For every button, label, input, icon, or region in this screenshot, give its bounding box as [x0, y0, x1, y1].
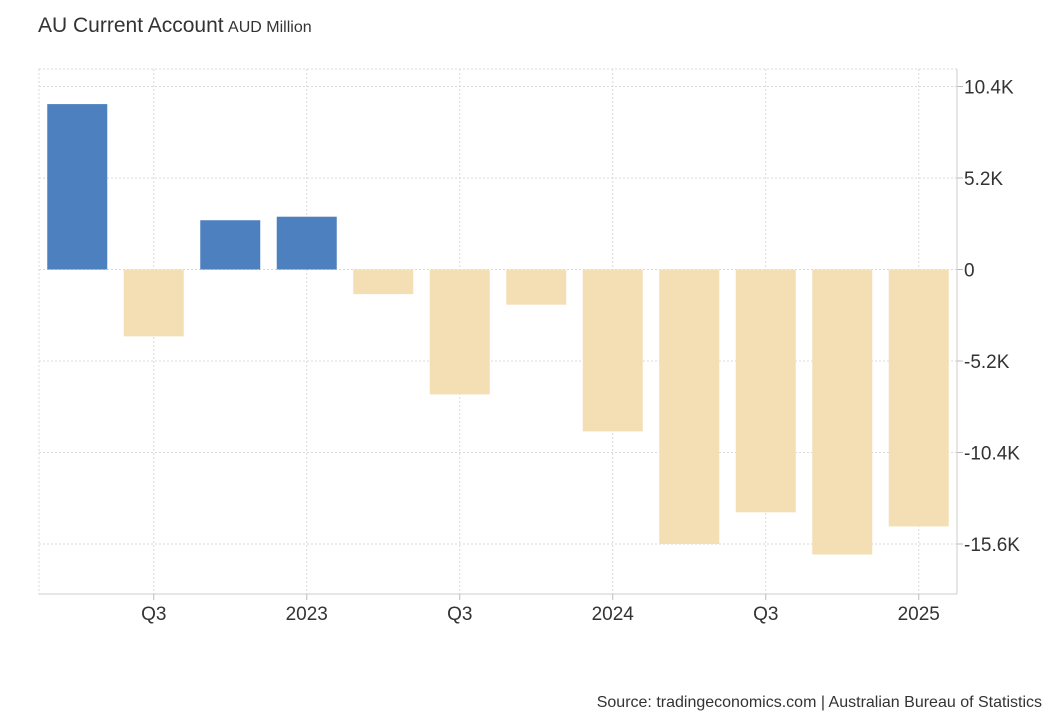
chart-subtitle: AUD Million [228, 19, 312, 36]
x-tick-label: Q3 [141, 604, 166, 625]
y-tick-label: -5.2K [964, 352, 1010, 373]
y-tick-label: -10.4K [964, 444, 1020, 465]
y-tick-label: -15.6K [964, 535, 1020, 556]
x-tick-label: 2024 [592, 604, 635, 625]
bar [888, 269, 949, 527]
x-tick-label: Q3 [447, 604, 472, 625]
x-tick-label: Q3 [753, 604, 778, 625]
y-tick-label: 0 [964, 261, 975, 282]
x-tick-label: 2025 [898, 604, 940, 625]
bar [735, 269, 796, 513]
chart-title: AU Current Account [38, 14, 224, 37]
bar [429, 269, 490, 395]
bar [276, 216, 337, 270]
bar [47, 104, 108, 270]
x-tick-label: 2023 [286, 604, 328, 625]
source-note: Source: tradingeconomics.com | Australia… [596, 694, 1042, 711]
bar [812, 269, 873, 555]
bar [506, 269, 567, 305]
y-tick-label: 10.4K [964, 78, 1014, 99]
bar [659, 269, 720, 544]
bar [353, 269, 414, 295]
bar [200, 220, 261, 270]
bar [582, 269, 643, 432]
chart-header: AU Current Account AUD Million [38, 14, 312, 38]
bar [123, 269, 184, 337]
y-tick-label: 5.2K [964, 169, 1003, 190]
